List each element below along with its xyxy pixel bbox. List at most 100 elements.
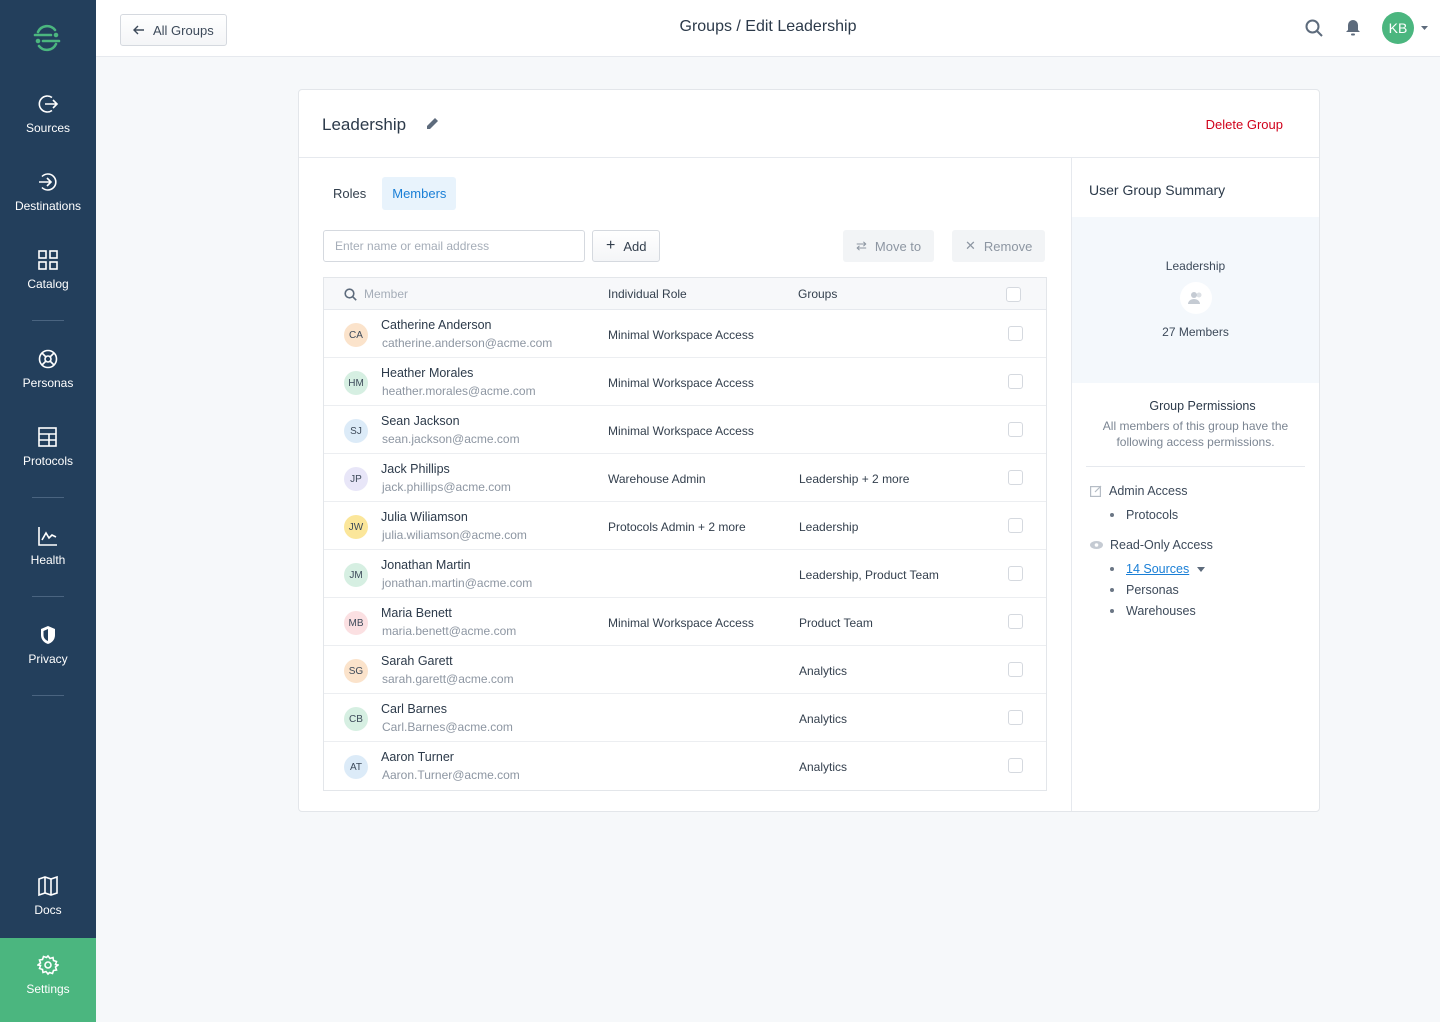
member-search-input[interactable] — [323, 230, 585, 262]
member-role: Minimal Workspace Access — [608, 376, 754, 390]
table-row[interactable]: SG Sarah Garett sarah.garett@acme.com An… — [324, 646, 1046, 694]
member-email: maria.benett@acme.com — [382, 624, 517, 638]
sidebar-item-protocols[interactable]: Protocols — [0, 426, 96, 468]
member-email: julia.wiliamson@acme.com — [382, 528, 527, 542]
avatar: JW — [344, 515, 368, 539]
member-name: Heather Morales — [381, 366, 474, 380]
table-row[interactable]: JW Julia Wiliamson julia.wiliamson@acme.… — [324, 502, 1046, 550]
member-email: sean.jackson@acme.com — [382, 432, 520, 446]
search-icon[interactable] — [344, 288, 357, 301]
row-checkbox[interactable] — [1008, 758, 1023, 773]
row-checkbox[interactable] — [1008, 614, 1023, 629]
member-name: Jonathan Martin — [381, 558, 471, 572]
summary-panel: User Group Summary Leadership 27 Members… — [1071, 158, 1319, 811]
sidebar-item-catalog[interactable]: Catalog — [0, 249, 96, 291]
divider — [32, 695, 64, 696]
avatar: CB — [344, 707, 368, 731]
pencil-icon[interactable] — [425, 117, 439, 131]
tab-members[interactable]: Members — [382, 177, 457, 210]
member-name: Sarah Garett — [381, 654, 453, 668]
member-name: Sean Jackson — [381, 414, 460, 428]
sidebar-item-health[interactable]: Health — [0, 525, 96, 567]
member-groups: Leadership + 2 more — [799, 472, 910, 486]
avatar: JP — [344, 467, 368, 491]
avatar: MB — [344, 611, 368, 635]
sidebar-item-docs[interactable]: Docs — [0, 875, 96, 917]
row-checkbox[interactable] — [1008, 662, 1023, 677]
caret-down-icon[interactable] — [1197, 566, 1206, 572]
remove-button[interactable]: ✕ Remove — [952, 230, 1046, 262]
table-row[interactable]: SJ Sean Jackson sean.jackson@acme.com Mi… — [324, 406, 1046, 454]
sidebar-item-privacy[interactable]: Privacy — [0, 624, 96, 666]
privacy-icon — [41, 626, 55, 644]
move-to-button[interactable]: ⇄ Move to — [843, 230, 935, 262]
member-email: jonathan.martin@acme.com — [382, 576, 533, 590]
member-name: Jack Phillips — [381, 462, 450, 476]
row-checkbox[interactable] — [1008, 566, 1023, 581]
docs-icon — [38, 875, 58, 897]
avatar: KB — [1382, 12, 1414, 44]
row-checkbox[interactable] — [1008, 422, 1023, 437]
page-title: Groups / Edit Leadership — [679, 18, 857, 35]
close-icon: ✕ — [965, 238, 976, 253]
avatar: CA — [344, 323, 368, 347]
sidebar-item-personas[interactable]: Personas — [0, 348, 96, 390]
table-row[interactable]: CA Catherine Anderson catherine.anderson… — [324, 310, 1046, 358]
tab-roles[interactable]: Roles — [333, 186, 367, 201]
sidebar-item-destinations[interactable]: Destinations — [0, 171, 96, 213]
member-role: Warehouse Admin — [608, 472, 706, 486]
settings-icon — [37, 954, 59, 976]
row-checkbox[interactable] — [1008, 518, 1023, 533]
member-name: Maria Benett — [381, 606, 452, 620]
member-role: Minimal Workspace Access — [608, 616, 754, 630]
group-name: Leadership — [322, 115, 407, 134]
row-checkbox[interactable] — [1008, 710, 1023, 725]
protocols-icon — [38, 427, 57, 447]
member-groups: Leadership, Product Team — [799, 568, 939, 582]
top-bar: All Groups Groups / Edit Leadership KB — [96, 0, 1440, 57]
group-icon — [1179, 282, 1212, 314]
personas-icon — [38, 349, 58, 369]
select-all-checkbox[interactable] — [1006, 287, 1021, 302]
row-checkbox[interactable] — [1008, 374, 1023, 389]
member-role: Minimal Workspace Access — [608, 424, 754, 438]
eye-icon — [1090, 541, 1103, 549]
delete-group-button[interactable]: Delete Group — [1205, 117, 1283, 132]
member-role: Protocols Admin + 2 more — [608, 520, 746, 534]
sidebar-item-sources[interactable]: Sources — [0, 93, 96, 135]
member-email: Aaron.Turner@acme.com — [382, 768, 520, 782]
table-row[interactable]: MB Maria Benett maria.benett@acme.com Mi… — [324, 598, 1046, 646]
member-email: sarah.garett@acme.com — [382, 672, 514, 686]
caret-down-icon — [1421, 26, 1428, 30]
member-email: heather.morales@acme.com — [382, 384, 536, 398]
logo[interactable] — [31, 22, 63, 59]
sidebar-item-settings[interactable]: Settings — [0, 938, 96, 1022]
member-name: Catherine Anderson — [381, 318, 492, 332]
member-groups: Product Team — [799, 616, 873, 630]
table-row[interactable]: JP Jack Phillips jack.phillips@acme.com … — [324, 454, 1046, 502]
plus-icon: + — [606, 237, 616, 254]
avatar: SG — [344, 659, 368, 683]
table-row[interactable]: JM Jonathan Martin jonathan.martin@acme.… — [324, 550, 1046, 598]
member-groups: Leadership — [799, 520, 859, 534]
table-row[interactable]: CB Carl Barnes Carl.Barnes@acme.com Anal… — [324, 694, 1046, 742]
search-icon[interactable] — [1304, 18, 1324, 38]
sources-link[interactable]: 14 Sources — [1126, 562, 1190, 576]
row-checkbox[interactable] — [1008, 470, 1023, 485]
group-card: Leadership Delete Group Roles Members +A… — [298, 89, 1320, 812]
add-button[interactable]: + Add — [592, 230, 661, 262]
divider — [32, 596, 64, 597]
table-row[interactable]: AT Aaron Turner Aaron.Turner@acme.com An… — [324, 742, 1046, 790]
swap-icon: ⇄ — [856, 238, 867, 253]
sidebar: Sources Destinations Catalog Personas Pr… — [0, 0, 96, 1022]
user-menu[interactable]: KB — [1382, 12, 1428, 44]
avatar: AT — [344, 755, 368, 779]
table-row[interactable]: HM Heather Morales heather.morales@acme.… — [324, 358, 1046, 406]
member-groups: Analytics — [799, 664, 848, 678]
row-checkbox[interactable] — [1008, 326, 1023, 341]
member-email: Carl.Barnes@acme.com — [382, 720, 513, 734]
all-groups-button[interactable]: All Groups — [120, 14, 227, 46]
bell-icon[interactable] — [1344, 19, 1362, 37]
destinations-icon — [39, 173, 57, 191]
avatar: HM — [344, 371, 368, 395]
